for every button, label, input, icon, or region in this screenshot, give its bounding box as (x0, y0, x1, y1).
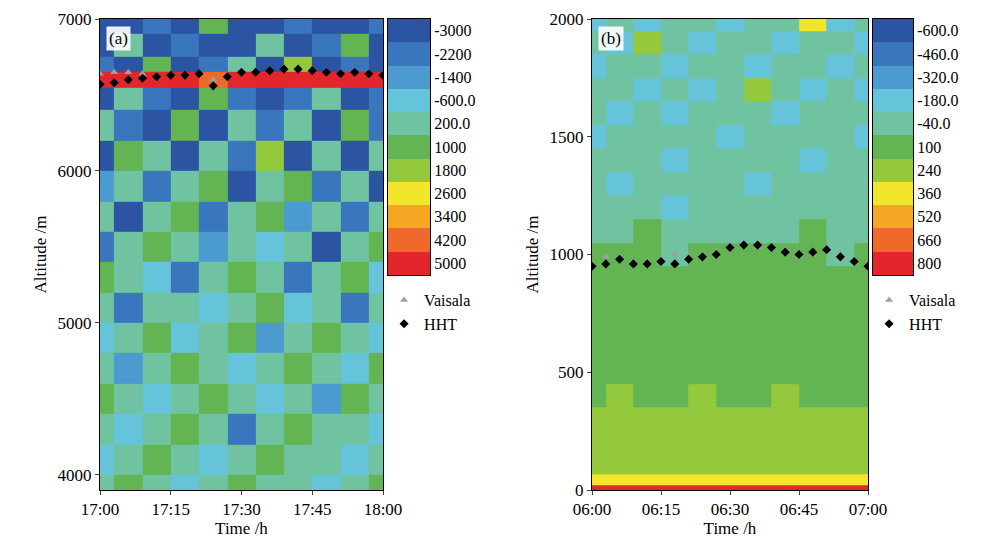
svg-text:5000: 5000 (58, 314, 92, 333)
svg-text:-600.0: -600.0 (917, 22, 958, 39)
svg-text:6000: 6000 (58, 162, 92, 181)
svg-text:800: 800 (917, 255, 941, 272)
svg-text:4200: 4200 (434, 232, 466, 249)
svg-text:660: 660 (917, 232, 941, 249)
svg-text:HHT: HHT (909, 316, 942, 333)
svg-text:-40.0: -40.0 (917, 115, 950, 132)
svg-text:Vaisala: Vaisala (909, 292, 955, 309)
svg-text:4000: 4000 (58, 466, 92, 485)
svg-text:-3000: -3000 (434, 22, 471, 39)
svg-text:17:00: 17:00 (81, 500, 120, 519)
svg-text:06:30: 06:30 (711, 500, 750, 519)
svg-text:17:45: 17:45 (293, 500, 332, 519)
svg-text:Time /h: Time /h (704, 519, 757, 538)
svg-text:520: 520 (917, 208, 941, 225)
svg-text:Altitude /m: Altitude /m (523, 216, 542, 294)
svg-text:200.0: 200.0 (434, 115, 470, 132)
svg-text:1800: 1800 (434, 162, 466, 179)
svg-text:-2200: -2200 (434, 46, 471, 63)
svg-text:07:00: 07:00 (849, 500, 888, 519)
svg-text:-600.0: -600.0 (434, 92, 475, 109)
svg-text:-460.0: -460.0 (917, 46, 958, 63)
svg-text:7000: 7000 (58, 10, 92, 29)
svg-text:(a): (a) (109, 29, 128, 48)
svg-text:0: 0 (575, 481, 584, 500)
svg-text:360: 360 (917, 185, 941, 202)
svg-text:Altitude /m: Altitude /m (31, 216, 50, 294)
svg-text:500: 500 (558, 363, 584, 382)
svg-text:Vaisala: Vaisala (424, 292, 470, 309)
svg-text:06:00: 06:00 (573, 500, 612, 519)
svg-text:17:15: 17:15 (151, 500, 190, 519)
svg-text:(b): (b) (601, 29, 621, 48)
svg-text:3400: 3400 (434, 208, 466, 225)
svg-text:06:15: 06:15 (642, 500, 681, 519)
svg-text:240: 240 (917, 162, 941, 179)
svg-text:-1400: -1400 (434, 69, 471, 86)
svg-text:06:45: 06:45 (780, 500, 819, 519)
svg-text:1000: 1000 (434, 139, 466, 156)
svg-text:-180.0: -180.0 (917, 92, 958, 109)
svg-text:Time /h: Time /h (215, 519, 268, 538)
svg-text:1500: 1500 (550, 128, 584, 147)
svg-text:5000: 5000 (434, 255, 466, 272)
svg-text:100: 100 (917, 139, 941, 156)
svg-text:2600: 2600 (434, 185, 466, 202)
svg-text:18:00: 18:00 (364, 500, 403, 519)
svg-text:1000: 1000 (550, 245, 584, 264)
svg-text:17:30: 17:30 (222, 500, 261, 519)
svg-text:2000: 2000 (550, 10, 584, 29)
svg-text:-320.0: -320.0 (917, 69, 958, 86)
svg-text:HHT: HHT (424, 316, 457, 333)
